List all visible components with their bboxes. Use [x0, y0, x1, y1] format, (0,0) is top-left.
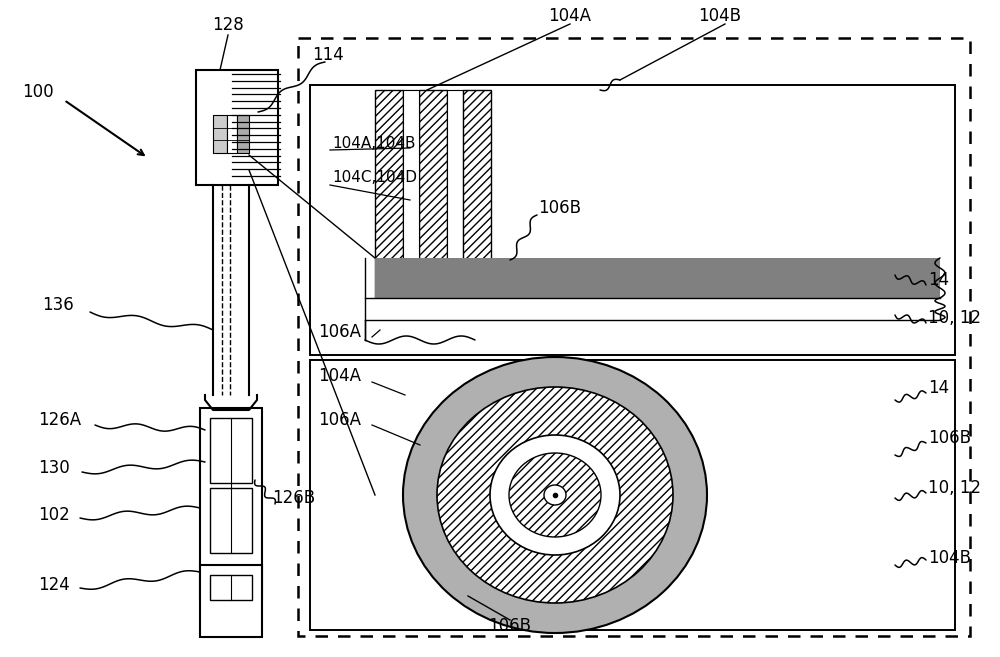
Text: 126B: 126B: [272, 489, 315, 507]
Bar: [403, 90, 419, 305]
Bar: [237, 115, 249, 153]
Text: 124: 124: [38, 576, 70, 594]
Bar: [210, 488, 252, 553]
Bar: [227, 115, 237, 153]
Text: 106B: 106B: [538, 199, 581, 217]
Text: 126A: 126A: [38, 411, 81, 429]
Bar: [365, 298, 940, 320]
Bar: [200, 565, 262, 637]
Text: 10, 12: 10, 12: [928, 309, 981, 327]
Bar: [298, 38, 970, 636]
Bar: [196, 70, 278, 185]
Bar: [447, 90, 463, 305]
Ellipse shape: [437, 387, 673, 603]
Ellipse shape: [509, 453, 601, 537]
Bar: [463, 90, 491, 305]
Text: 104A,104B: 104A,104B: [332, 135, 416, 150]
Bar: [200, 408, 262, 598]
Text: 14: 14: [928, 379, 949, 397]
Text: 106A: 106A: [318, 323, 361, 341]
Text: 104A: 104A: [318, 367, 361, 385]
Text: 10, 12: 10, 12: [928, 479, 981, 497]
Bar: [419, 90, 447, 305]
Ellipse shape: [544, 485, 566, 505]
Ellipse shape: [490, 435, 620, 555]
Text: 104B: 104B: [928, 549, 971, 567]
Text: 136: 136: [42, 296, 74, 314]
Bar: [375, 90, 403, 305]
Bar: [210, 418, 252, 483]
Bar: [403, 90, 419, 305]
Bar: [310, 85, 955, 355]
Bar: [310, 360, 955, 630]
Ellipse shape: [403, 357, 707, 633]
Bar: [213, 115, 227, 153]
Text: 114: 114: [312, 46, 344, 64]
Text: 104A: 104A: [548, 7, 592, 25]
Text: 106A: 106A: [318, 411, 361, 429]
Text: 100: 100: [22, 83, 54, 101]
Text: 104B: 104B: [698, 7, 742, 25]
Bar: [210, 575, 252, 600]
Bar: [375, 258, 940, 298]
Text: 106B: 106B: [928, 429, 971, 447]
Text: 130: 130: [38, 459, 70, 477]
Text: 104C,104D: 104C,104D: [332, 171, 417, 185]
Text: 14: 14: [928, 271, 949, 289]
Text: 128: 128: [212, 16, 244, 34]
Text: 106B: 106B: [488, 617, 532, 635]
Text: 102: 102: [38, 506, 70, 524]
